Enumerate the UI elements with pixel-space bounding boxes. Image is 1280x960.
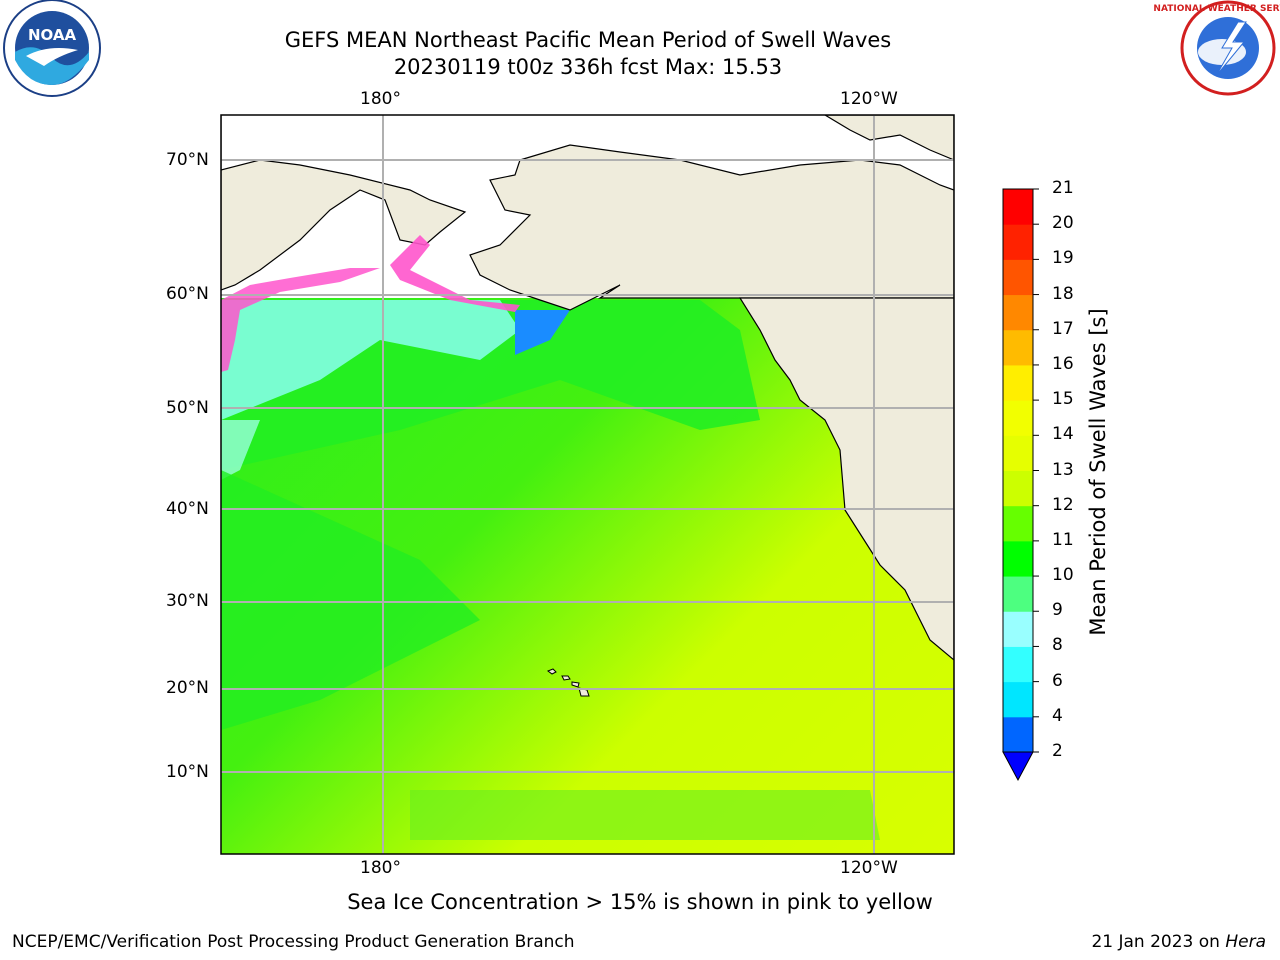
lon-label-bottom-120w: 120°W bbox=[840, 858, 898, 878]
land-arctic-islands bbox=[823, 115, 954, 161]
colorbar-tick-label: 11 bbox=[1052, 529, 1074, 550]
nws-logo-text: NATIONAL WEATHER SERVICE bbox=[1153, 4, 1280, 14]
colorbar-segment bbox=[1003, 470, 1033, 507]
land-north-america bbox=[738, 297, 954, 661]
lat-label-50n: 50°N bbox=[166, 398, 209, 418]
colorbar-tick-label: 6 bbox=[1052, 670, 1063, 691]
land-alaska bbox=[469, 144, 954, 311]
swell-band-south-green bbox=[410, 790, 880, 840]
swell-low-period bbox=[515, 310, 570, 355]
colorbar-tick-label: 2 bbox=[1052, 741, 1063, 761]
colorbar-tick-label: 16 bbox=[1052, 353, 1074, 374]
colorbar-segment bbox=[1003, 364, 1033, 401]
swell-band-cyan bbox=[221, 300, 520, 420]
colorbar-tick-label: 19 bbox=[1052, 248, 1074, 269]
colorbar-segment bbox=[1003, 576, 1033, 612]
lat-label-20n: 20°N bbox=[166, 678, 209, 698]
colorbar-tick-label: 15 bbox=[1052, 389, 1074, 410]
colorbar-segment bbox=[1003, 681, 1033, 718]
colorbar-tick-label: 21 bbox=[1052, 178, 1074, 198]
colorbar-segment bbox=[1003, 400, 1033, 436]
lon-label-top-180: 180° bbox=[360, 89, 401, 109]
colorbar-segment bbox=[1003, 259, 1033, 296]
colorbar-tick-label: 18 bbox=[1052, 283, 1074, 304]
colorbar bbox=[1002, 188, 1039, 782]
colorbar-segment bbox=[1003, 540, 1033, 577]
footer-credit: NCEP/EMC/Verification Post Processing Pr… bbox=[12, 932, 575, 952]
colorbar-under-arrow bbox=[1002, 751, 1034, 782]
caption: Sea Ice Concentration > 15% is shown in … bbox=[347, 890, 933, 914]
colorbar-segment bbox=[1003, 716, 1033, 753]
lat-label-30n: 30°N bbox=[166, 591, 209, 611]
land-hawaii bbox=[546, 668, 590, 697]
colorbar-segment bbox=[1003, 294, 1033, 331]
swell-band-west-green bbox=[221, 470, 480, 730]
map-area bbox=[221, 115, 954, 854]
colorbar-segment bbox=[1003, 189, 1033, 225]
footer-host: Hera bbox=[1225, 932, 1266, 952]
lon-label-top-120w: 120°W bbox=[840, 89, 898, 109]
colorbar-tick-label: 13 bbox=[1052, 459, 1074, 480]
colorbar-segment bbox=[1003, 646, 1033, 683]
colorbar-segment bbox=[1003, 435, 1033, 471]
sea-ice-fringe bbox=[390, 235, 520, 312]
colorbar-segment bbox=[1003, 329, 1033, 366]
footer-date: 21 Jan 2023 on Hera bbox=[1091, 932, 1266, 952]
colorbar-segment bbox=[1003, 611, 1033, 647]
colorbar-tick-label: 17 bbox=[1052, 318, 1074, 339]
map-subtitle: 20230119 t00z 336h fcst Max: 15.53 bbox=[393, 55, 783, 79]
map-frame bbox=[220, 114, 955, 855]
lon-label-bottom-180: 180° bbox=[360, 858, 401, 878]
colorbar-tick-label: 14 bbox=[1052, 424, 1074, 445]
noaa-logo-text: NOAA bbox=[28, 26, 77, 44]
graticule bbox=[221, 115, 954, 854]
noaa-logo: NOAA bbox=[3, 0, 101, 97]
map-title: GEFS MEAN Northeast Pacific Mean Period … bbox=[284, 28, 892, 52]
colorbar-tick-label: 8 bbox=[1052, 635, 1063, 656]
lat-label-60n: 60°N bbox=[166, 284, 209, 304]
colorbar-segment bbox=[1003, 224, 1033, 260]
nws-logo: NATIONAL WEATHER SERVICE bbox=[1153, 0, 1280, 96]
lat-label-70n: 70°N bbox=[166, 150, 209, 170]
colorbar-tick-label: 10 bbox=[1052, 565, 1074, 586]
colorbar-tick-label: 20 bbox=[1052, 213, 1074, 234]
colorbar-tick-label: 12 bbox=[1052, 494, 1074, 515]
lat-label-40n: 40°N bbox=[166, 499, 209, 519]
colorbar-tick-label: 9 bbox=[1052, 600, 1063, 621]
colorbar-segment bbox=[1003, 505, 1033, 542]
colorbar-tick-label: 4 bbox=[1052, 705, 1063, 726]
lat-label-10n: 10°N bbox=[166, 762, 209, 782]
